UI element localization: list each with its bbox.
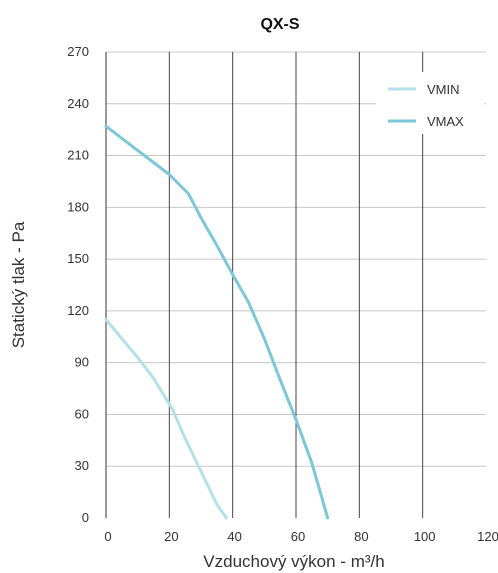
grid: [106, 51, 486, 518]
x-tick-label: 0: [104, 529, 111, 544]
series-group: [104, 124, 330, 520]
y-tick-label: 90: [75, 355, 89, 370]
x-tick-label: 40: [227, 529, 241, 544]
x-tick-label: 120: [477, 529, 498, 544]
y-tick-label: 180: [67, 199, 89, 214]
y-axis-title: Statický tlak - Pa: [9, 221, 28, 348]
x-tick-label: 20: [164, 529, 178, 544]
legend-label-vmax: VMAX: [427, 114, 464, 129]
legend: VMIN VMAX: [376, 72, 484, 134]
y-tick-label: 30: [75, 458, 89, 473]
chart-title: QX-S: [260, 16, 299, 33]
x-tick-label: 80: [354, 529, 368, 544]
y-tick-label: 60: [75, 406, 89, 421]
legend-label-vmin: VMIN: [427, 82, 460, 97]
y-tick-label: 210: [67, 148, 89, 163]
y-tick-label: 270: [67, 44, 89, 59]
legend-box: [376, 72, 484, 134]
x-tick-label: 100: [414, 529, 436, 544]
series-line-vmax: [104, 124, 330, 520]
y-tick-label: 150: [67, 251, 89, 266]
x-tick-label: 60: [291, 529, 305, 544]
axes: 0 30 60 90 120 150 180 210 240 270 0 20 40 60 80 100 120: [67, 44, 498, 544]
series-line-vmin: [104, 318, 228, 520]
x-axis-title: Vzduchový výkon - m³/h: [203, 552, 384, 571]
y-tick-label: 240: [67, 96, 89, 111]
y-tick-label: 0: [82, 510, 89, 525]
y-tick-label: 120: [67, 303, 89, 318]
